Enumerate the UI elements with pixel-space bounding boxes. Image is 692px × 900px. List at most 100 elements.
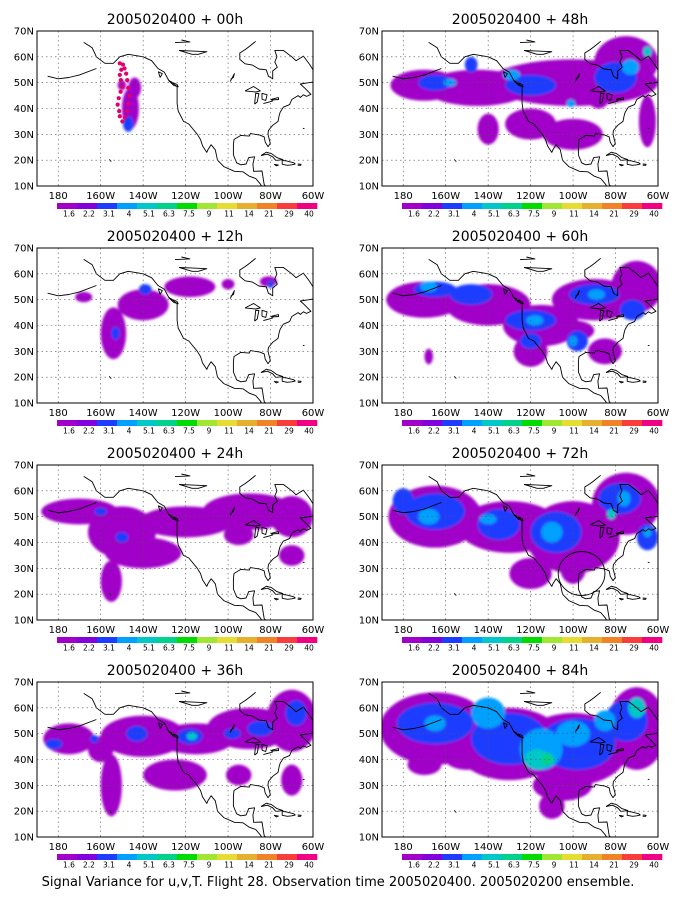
colorbar-swatch [522, 203, 543, 209]
colorbar-label: 4 [472, 644, 477, 653]
lat-label: 40N [14, 538, 34, 549]
colorbar-swatch [197, 637, 218, 643]
lon-label: 100W [559, 625, 588, 636]
colorbar-label: 5.1 [488, 210, 500, 219]
lat-label: 40N [14, 755, 34, 766]
colorbar-swatch [237, 203, 258, 209]
coastline [108, 593, 112, 596]
coastline [297, 814, 302, 817]
colorbar-swatch [237, 637, 258, 643]
coastlines [392, 256, 673, 403]
gridlines [37, 248, 313, 403]
lon-label: 180 [49, 408, 68, 419]
lon-label: 100W [559, 842, 588, 853]
variance-contour [621, 59, 639, 75]
colorbar-label: 5.1 [143, 861, 155, 870]
variance-contour [568, 335, 578, 347]
colorbar-swatch [97, 854, 118, 860]
coastline [574, 507, 580, 516]
coastline [618, 814, 624, 818]
coastline [157, 288, 163, 295]
coastline [179, 700, 208, 706]
variance-contour [186, 732, 198, 741]
coastline [502, 71, 508, 78]
panel-title: 2005020400 + 60h [452, 229, 588, 245]
variance-field [390, 36, 658, 150]
colorbar-swatch [257, 854, 278, 860]
coastlines [392, 690, 658, 837]
lon-label: 160W [86, 842, 115, 853]
colorbar-swatch [642, 203, 663, 209]
variance-contour [45, 738, 63, 750]
observation-point [126, 85, 131, 90]
colorbar-swatch [602, 854, 623, 860]
coastline [428, 42, 608, 186]
coastline [174, 690, 191, 695]
coastline [174, 473, 191, 478]
lat-label: 60N [14, 52, 34, 63]
lon-label: 140W [129, 625, 158, 636]
colorbar-label: 3.1 [103, 427, 115, 436]
coastline [270, 748, 280, 752]
colorbar-swatch [77, 203, 98, 209]
lat-label: 10N [359, 399, 379, 410]
lon-label: 60W [647, 842, 670, 853]
coastline [281, 376, 296, 383]
variance-contour [418, 508, 440, 525]
colorbar-label: 7.5 [528, 427, 540, 436]
lon-label: 80W [259, 842, 282, 853]
colorbar-label: 2.2 [83, 644, 95, 653]
variance-contour [449, 284, 493, 305]
colorbar-swatch [442, 203, 463, 209]
coastlines [47, 690, 313, 837]
observation-point [116, 96, 121, 101]
coastline [574, 290, 580, 299]
colorbar-label: 21 [609, 210, 619, 219]
colorbar-label: 3.1 [448, 427, 460, 436]
lat-label: 30N [14, 781, 34, 792]
coastline [392, 285, 442, 297]
observation-point [120, 119, 125, 124]
colorbar-label: 29 [284, 210, 294, 219]
map-panel-60h: 2005020400 + 60h 70N 60N 50N 40N 30N 20N 10N 180… [359, 229, 673, 436]
observation-point [117, 61, 122, 66]
coastline [618, 380, 624, 384]
colorbar-label: 7.5 [528, 210, 540, 219]
variance-contour [543, 118, 603, 150]
coastline [281, 593, 296, 600]
coastline [263, 534, 274, 539]
lat-label: 20N [14, 156, 34, 167]
lat-label: 50N [14, 512, 34, 523]
coastline [599, 309, 605, 322]
lon-label: 120W [171, 625, 200, 636]
colorbar-swatch [522, 854, 543, 860]
colorbar-label: 2.2 [428, 210, 440, 219]
colorbar-swatch [622, 854, 643, 860]
coastline [108, 159, 112, 162]
colorbar-label: 29 [629, 861, 639, 870]
variance-contour [607, 508, 616, 520]
lat-label: 10N [14, 616, 34, 627]
colorbar-swatch [562, 203, 583, 209]
lon-label: 80W [259, 625, 282, 636]
colorbar-swatch [482, 203, 503, 209]
coastline [232, 691, 313, 837]
colorbar-swatch [642, 854, 663, 860]
lat-label: 70N [14, 27, 34, 38]
coastline [660, 296, 673, 308]
colorbar-label: 14 [589, 644, 599, 653]
coastlines [47, 473, 313, 620]
coastline [229, 507, 235, 516]
coastline [519, 39, 536, 44]
coastline [83, 259, 263, 403]
coastline [260, 368, 284, 378]
coastline [297, 380, 302, 383]
coastline [453, 159, 457, 162]
coastline [273, 814, 279, 818]
lon-label: 160W [431, 191, 460, 202]
colorbar-label: 2.2 [83, 427, 95, 436]
colorbar-label: 6.3 [163, 644, 175, 653]
variance-contour [526, 315, 544, 326]
lon-label: 160W [86, 191, 115, 202]
colorbar-swatch [97, 637, 118, 643]
